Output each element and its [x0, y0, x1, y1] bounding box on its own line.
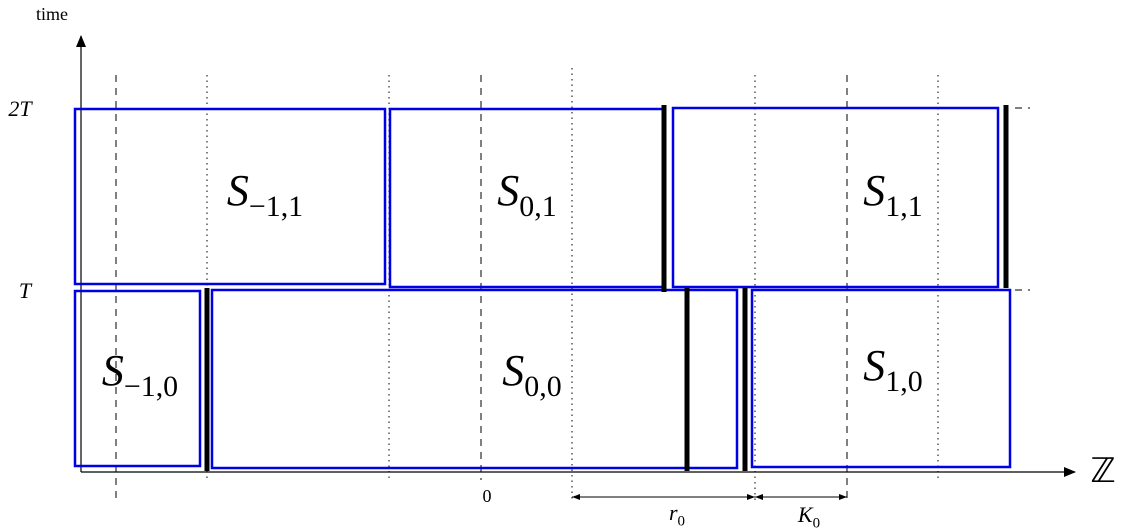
- tick-label: 0: [483, 486, 492, 506]
- label-base: S: [863, 166, 885, 215]
- boundaries: [204, 105, 1009, 471]
- span-label: K0: [797, 502, 820, 532]
- labels: S−1,1 S0,1 S1,1S−1,0 S0,0 S1,0r0 K0: [102, 166, 923, 532]
- label-subscript: 0: [813, 516, 820, 532]
- block-label: S−1,1: [227, 166, 303, 223]
- x-axis-label: ℤ: [1090, 453, 1115, 490]
- block-label: S−1,0: [102, 346, 178, 403]
- label-base: S: [863, 341, 885, 390]
- tick-label: 2T: [8, 96, 33, 121]
- label-subscript: 0,0: [524, 370, 561, 403]
- block-label: S1,0: [863, 341, 922, 398]
- y-axis-label: time: [36, 4, 68, 24]
- blocks: [73, 106, 1012, 470]
- label-subscript: 1,1: [885, 190, 922, 223]
- block-label: S1,1: [863, 166, 922, 223]
- span-label: r0: [669, 500, 685, 530]
- label-subscript: −1,0: [124, 370, 178, 403]
- label-subscript: 0,1: [519, 190, 556, 223]
- label-base: S: [102, 346, 124, 395]
- label-base: S: [227, 166, 249, 215]
- label-base: S: [497, 166, 519, 215]
- label-base: K: [797, 502, 814, 527]
- axes: [76, 35, 1076, 477]
- block-label: S0,1: [497, 166, 556, 223]
- tick-label: T: [19, 278, 33, 303]
- label-subscript: 1,0: [885, 365, 922, 398]
- label-base: S: [502, 346, 524, 395]
- label-subscript: −1,1: [249, 190, 303, 223]
- block-label: S0,0: [502, 346, 561, 403]
- label-subscript: 0: [678, 514, 685, 530]
- label-base: r: [669, 500, 678, 525]
